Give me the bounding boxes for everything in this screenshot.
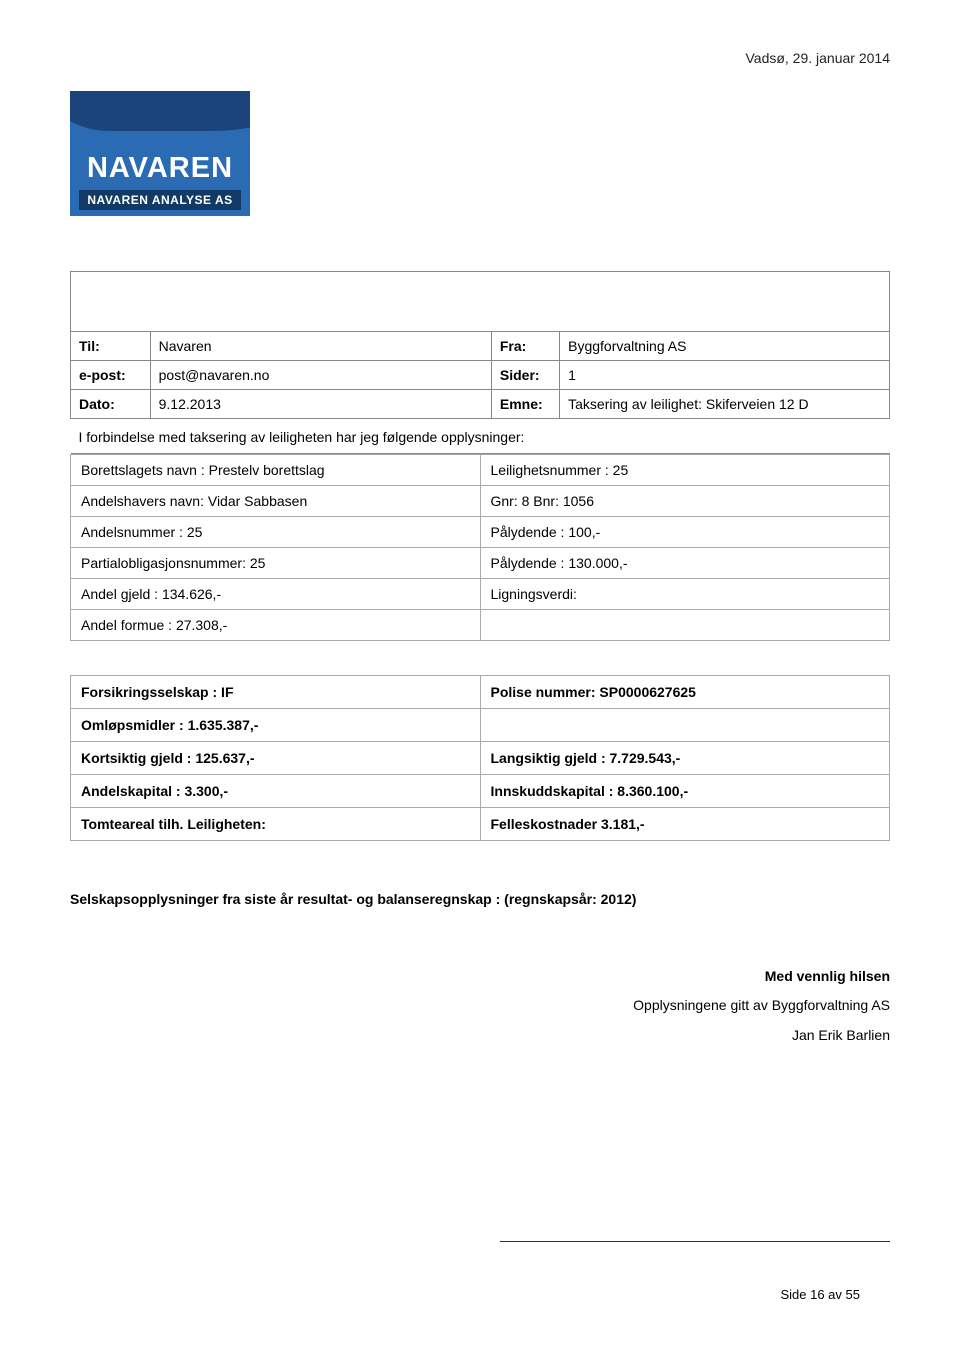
sider-value: 1 [560, 361, 890, 390]
page-number: Side 16 av 55 [780, 1287, 860, 1302]
logo-graphic [70, 91, 250, 146]
blank-header-cell [71, 272, 890, 332]
emne-label: Emne: [491, 390, 559, 419]
signoff-line2: Jan Erik Barlien [70, 1021, 890, 1050]
fin-cell: Andelskapital : 3.300,- [71, 775, 481, 808]
header-date: Vadsø, 29. januar 2014 [70, 50, 890, 66]
detail-cell: Leilighetsnummer : 25 [480, 455, 890, 486]
dato-value: 9.12.2013 [150, 390, 491, 419]
detail-cell: Andelshavers navn: Vidar Sabbasen [71, 486, 481, 517]
fin-cell: Kortsiktig gjeld : 125.637,- [71, 742, 481, 775]
signoff-line1: Opplysningene gitt av Byggforvaltning AS [70, 991, 890, 1020]
emne-value: Taksering av leilighet: Skiferveien 12 D [560, 390, 890, 419]
detail-cell: Andelsnummer : 25 [71, 517, 481, 548]
company-logo: NAVAREN NAVAREN ANALYSE AS [70, 91, 250, 216]
fax-header-table: Til: Navaren Fra: Byggforvaltning AS e-p… [70, 271, 890, 454]
greeting: Med vennlig hilsen [70, 962, 890, 991]
financial-table: Forsikringsselskap : IF Polise nummer: S… [70, 675, 890, 841]
fin-cell: Innskuddskapital : 8.360.100,- [480, 775, 890, 808]
til-label: Til: [71, 332, 151, 361]
footer-divider [500, 1241, 890, 1242]
fin-cell: Omløpsmidler : 1.635.387,- [71, 709, 481, 742]
logo-sub-text: NAVAREN ANALYSE AS [79, 190, 240, 210]
detail-cell: Gnr: 8 Bnr: 1056 [480, 486, 890, 517]
fin-cell: Forsikringsselskap : IF [71, 676, 481, 709]
fin-cell: Polise nummer: SP0000627625 [480, 676, 890, 709]
til-value: Navaren [150, 332, 491, 361]
detail-cell: Borettslagets navn : Prestelv borettslag [71, 455, 481, 486]
fra-value: Byggforvaltning AS [560, 332, 890, 361]
sider-label: Sider: [491, 361, 559, 390]
company-statement: Selskapsopplysninger fra siste år result… [70, 891, 890, 907]
document-page: Vadsø, 29. januar 2014 NAVAREN NAVAREN A… [0, 0, 960, 1362]
fin-cell [480, 709, 890, 742]
detail-cell: Pålydende : 130.000,- [480, 548, 890, 579]
detail-cell: Pålydende : 100,- [480, 517, 890, 548]
fin-cell: Tomteareal tilh. Leiligheten: [71, 808, 481, 841]
fin-cell: Felleskostnader 3.181,- [480, 808, 890, 841]
signature-block: Med vennlig hilsen Opplysningene gitt av… [70, 962, 890, 1050]
fin-cell: Langsiktig gjeld : 7.729.543,- [480, 742, 890, 775]
detail-cell [480, 610, 890, 641]
detail-cell: Partialobligasjonsnummer: 25 [71, 548, 481, 579]
property-details-table: Borettslagets navn : Prestelv borettslag… [70, 454, 890, 641]
dato-label: Dato: [71, 390, 151, 419]
fra-label: Fra: [491, 332, 559, 361]
detail-cell: Ligningsverdi: [480, 579, 890, 610]
detail-cell: Andel formue : 27.308,- [71, 610, 481, 641]
detail-cell: Andel gjeld : 134.626,- [71, 579, 481, 610]
epost-value: post@navaren.no [150, 361, 491, 390]
logo-main-text: NAVAREN [87, 152, 233, 185]
epost-label: e-post: [71, 361, 151, 390]
intro-text: I forbindelse med taksering av leilighet… [71, 419, 890, 454]
